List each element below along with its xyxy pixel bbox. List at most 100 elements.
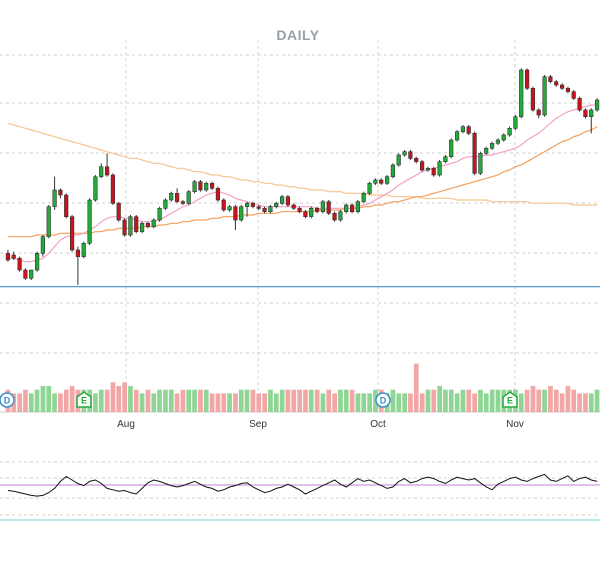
volume-bar [396, 393, 402, 412]
candle-body [157, 208, 162, 221]
volume-bar [180, 389, 186, 412]
ma-mid-line [7, 126, 598, 238]
volume-bar [548, 386, 553, 412]
candle-body [215, 188, 221, 201]
volume-bar [308, 389, 314, 412]
volume-bar [203, 389, 209, 412]
candle-body [256, 206, 261, 209]
earnings-marker-icon [502, 391, 518, 408]
volume-bar [262, 393, 267, 412]
ma-long-line [7, 122, 598, 206]
candle-body [548, 76, 553, 82]
volume-bar [273, 393, 279, 412]
candle-body [11, 254, 16, 259]
candle-body [536, 109, 541, 116]
chart-title: DAILY [276, 27, 319, 43]
candle-body [151, 219, 156, 227]
candle-body [221, 199, 226, 211]
volume-bar [577, 393, 582, 412]
volume-bar [291, 389, 297, 412]
candle-body [507, 128, 512, 136]
volume-bar [52, 393, 57, 412]
candle-body [134, 216, 139, 232]
volume-bar [28, 393, 34, 412]
volume-bar [215, 393, 221, 412]
volume-bar [186, 389, 192, 412]
candle-body [268, 206, 273, 212]
candle-body [75, 249, 80, 257]
candle-body [390, 164, 396, 177]
oscillator-panel [0, 473, 600, 521]
volume-bar [338, 389, 343, 412]
volume-bar [553, 389, 559, 412]
volume-bar [489, 389, 495, 412]
x-axis-ticks: Aug Sep Oct Nov [117, 419, 524, 430]
volume-bar [279, 389, 285, 412]
volume-bar [17, 393, 22, 412]
x-tick-nov: Nov [506, 419, 524, 430]
candle-body [81, 243, 86, 257]
volume-bar [63, 389, 69, 412]
volume-bar [192, 389, 197, 412]
x-tick-oct: Oct [370, 419, 386, 430]
volume-bar [478, 389, 483, 412]
dividend-marker-icon [375, 392, 391, 408]
candle-body [128, 216, 133, 236]
volume-bar [244, 389, 250, 412]
candle-body [70, 216, 75, 251]
volume-bar [588, 393, 594, 412]
x-tick-aug: Aug [117, 419, 135, 430]
volume-bar [268, 389, 273, 412]
volume-bar [250, 389, 256, 412]
candle-body [583, 109, 588, 117]
volume-bar [110, 382, 116, 412]
candle-body [180, 201, 186, 204]
volume-bar [419, 393, 425, 412]
candle-body [262, 208, 267, 212]
candle-body [384, 176, 390, 184]
volume-bar [559, 393, 565, 412]
candle-body [419, 161, 425, 171]
volume-bar [174, 393, 180, 412]
volume-bar [583, 393, 588, 412]
volume-bar [157, 389, 162, 412]
volume-bar [431, 389, 437, 412]
candle-body [437, 161, 442, 176]
volume-bar [151, 393, 157, 412]
candle-body [175, 193, 180, 202]
candle-body [274, 203, 279, 207]
candle-body [279, 196, 285, 204]
candle-body [140, 223, 145, 232]
candle-body [87, 199, 92, 244]
candle-body [396, 154, 401, 166]
candle-body [64, 194, 69, 218]
candle-body [291, 204, 296, 209]
candle-body [239, 206, 244, 221]
candle-body [559, 84, 565, 89]
candle-body [23, 269, 28, 279]
candle-body [93, 176, 98, 201]
volume-bar [209, 393, 215, 412]
candle-body [542, 76, 547, 116]
volume-bar [98, 389, 104, 412]
dividend-marker-icon [0, 392, 15, 408]
candle-body [530, 88, 535, 111]
volume-bar [116, 386, 122, 412]
candlesticks [5, 68, 600, 285]
volume-bar [93, 393, 98, 412]
volume-bar [233, 393, 238, 412]
volume-bar [69, 386, 75, 412]
volume-bar [454, 393, 460, 412]
volume-bar [460, 389, 466, 412]
candle-body [233, 206, 238, 221]
volume-bar [40, 386, 46, 412]
volume-bar [536, 389, 542, 412]
candle-body [34, 253, 40, 271]
volume-bar [542, 389, 547, 412]
candle-body [210, 183, 215, 189]
candle-body [52, 189, 57, 208]
volume-bar [34, 389, 40, 412]
volume-bar [349, 389, 355, 412]
candle-body [285, 196, 291, 206]
volume-bar [285, 389, 291, 412]
